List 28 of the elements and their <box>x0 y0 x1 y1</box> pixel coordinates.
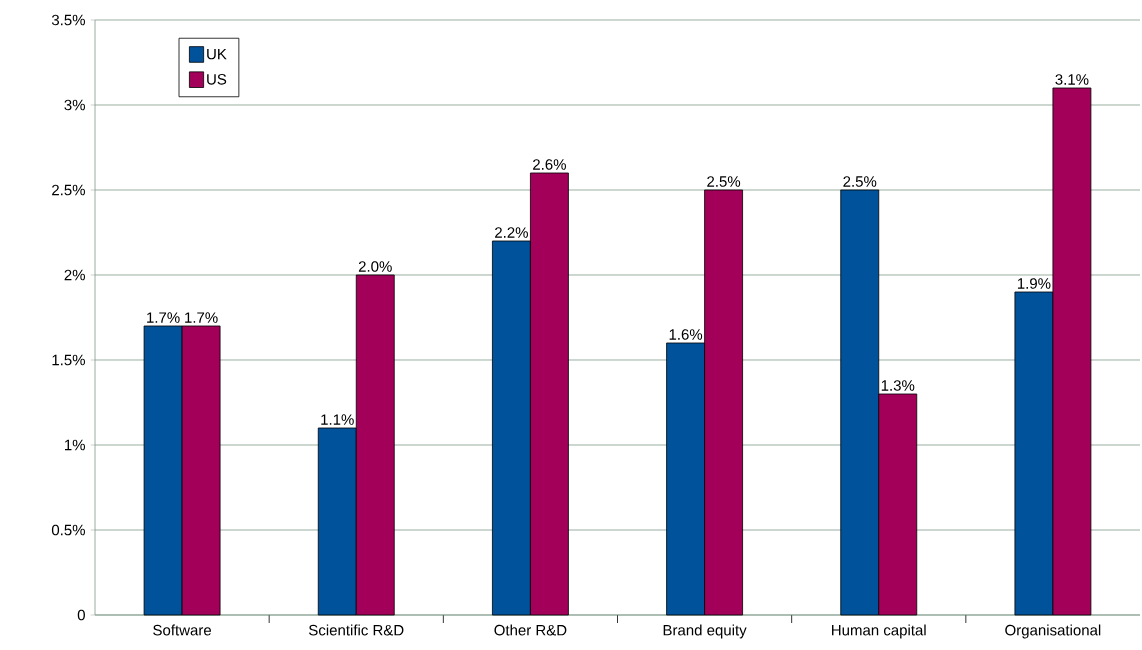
x-tick-label: Software <box>153 624 212 636</box>
data-label: 1.9% <box>1017 278 1051 289</box>
legend-label: UK <box>207 48 227 60</box>
x-tick-label: Other R&D <box>494 624 567 636</box>
x-tick-label: Brand equity <box>663 624 747 639</box>
data-label: 2.0% <box>358 261 392 272</box>
y-tick-label: 0.5% <box>51 524 85 536</box>
y-tick-label: 2.5% <box>52 184 85 196</box>
x-tick-label: Human capital <box>832 624 926 639</box>
data-label: 1.7% <box>147 312 180 323</box>
y-tick-label: 1% <box>65 439 85 451</box>
y-tick-label: 0 <box>77 609 85 621</box>
legend-label: US <box>207 74 227 85</box>
data-label: 1.3% <box>881 380 915 391</box>
data-label: 2.2% <box>495 227 528 238</box>
data-label: 1.6% <box>669 329 703 340</box>
data-label: 3.1% <box>1055 74 1089 85</box>
y-tick-label: 2% <box>64 269 85 281</box>
x-tick-label: Organisational <box>1005 624 1101 639</box>
data-label: 1.1% <box>321 414 354 425</box>
data-label: 2.5% <box>707 176 741 187</box>
data-label: 2.6% <box>533 159 566 170</box>
y-tick-label: 1.5% <box>52 354 85 366</box>
y-tick-label: 3% <box>64 99 85 111</box>
x-tick-label: Scientific R&D <box>309 624 404 636</box>
data-label: 1.7% <box>185 312 218 323</box>
y-tick-label: 3.5% <box>51 14 85 26</box>
data-label: 2.5% <box>843 176 877 187</box>
